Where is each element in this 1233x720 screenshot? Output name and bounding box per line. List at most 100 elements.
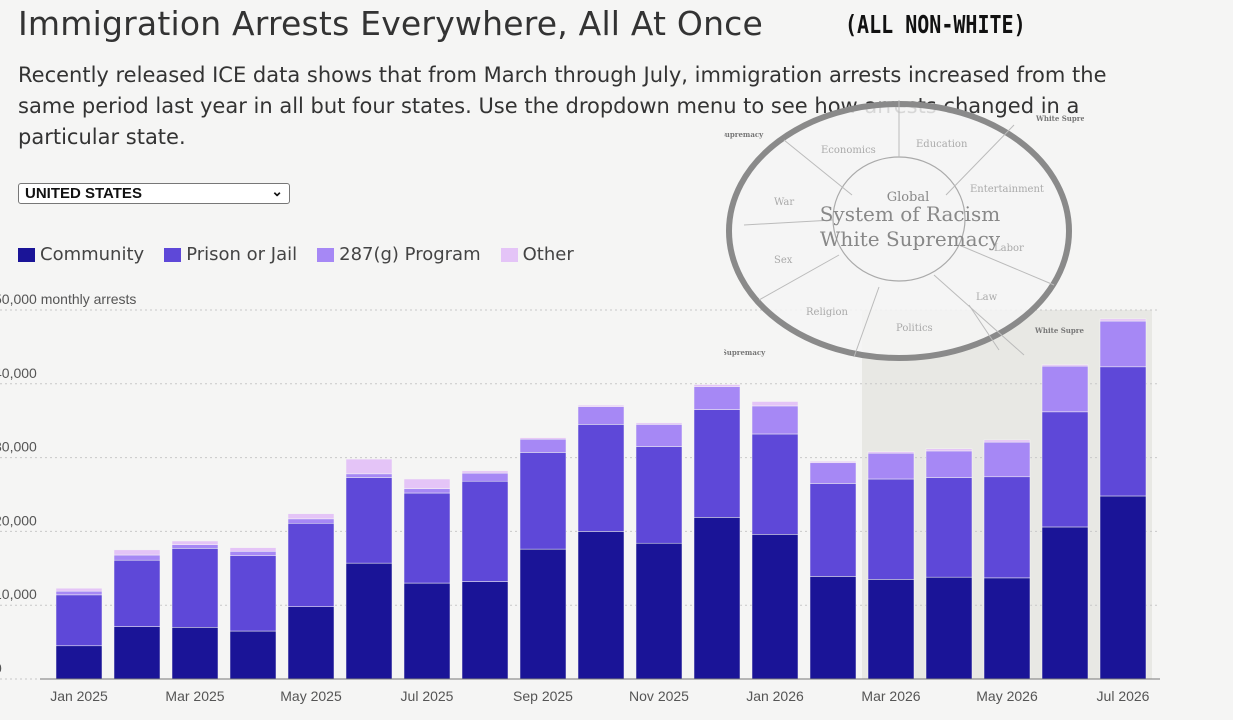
bar-segment	[519, 548, 567, 680]
bar-segment	[229, 547, 277, 552]
bar-segment	[983, 441, 1031, 478]
bar-segment	[1041, 411, 1089, 528]
bar-segment	[1041, 526, 1089, 680]
x-tick-label: Mar 2025	[165, 688, 224, 704]
outer-label-4: White Supremacy	[724, 348, 766, 357]
bar-segment	[229, 555, 277, 632]
state-dropdown[interactable]: UNITED STATES ⌄	[18, 183, 290, 204]
spoke-label-religion: Religion	[806, 307, 848, 318]
spoke-label-entertainment: Entertainment	[970, 184, 1044, 195]
legend-label-other: Other	[522, 244, 574, 265]
bar-segment	[867, 452, 915, 480]
diagram-spokes	[743, 100, 1055, 358]
bar-segment	[229, 630, 277, 680]
x-tick-label: May 2026	[976, 688, 1038, 704]
bar-segment	[809, 461, 857, 464]
dropdown-selected-value: UNITED STATES	[25, 185, 142, 202]
legend-item-prison: Prison or Jail	[164, 244, 297, 265]
outer-label-3: White Supremacy	[1034, 326, 1084, 335]
bar-segment	[519, 437, 567, 440]
bar-segment	[113, 559, 161, 627]
bar-segment	[693, 517, 741, 680]
x-tick-label: Sep 2025	[513, 688, 573, 704]
bar-segment	[1099, 495, 1147, 680]
spoke-label-politics: Politics	[896, 323, 933, 334]
bar-segment	[925, 448, 973, 452]
bar-segment	[519, 452, 567, 550]
bar-segment	[577, 531, 625, 680]
bar-segment	[983, 476, 1031, 579]
bar-segment	[171, 540, 219, 545]
bar-segment	[55, 587, 103, 592]
diagram-center-line1: System of Racism	[820, 202, 1001, 226]
bar-segment	[925, 576, 973, 680]
legend-label-community: Community	[40, 244, 145, 265]
y-tick-label: 0	[0, 660, 2, 676]
bar-segment	[751, 405, 799, 435]
legend-item-287g: 287(g) Program	[317, 244, 481, 265]
spoke-label-law: Law	[976, 292, 998, 303]
bar-segment	[809, 483, 857, 577]
legend-swatch-other	[500, 247, 518, 262]
legend-label-287g: 287(g) Program	[339, 244, 481, 265]
bar-segment	[113, 626, 161, 680]
bar-segment	[461, 472, 509, 482]
diagram-center-line2: White Supremacy	[820, 227, 1001, 251]
bar-segment	[983, 577, 1031, 680]
bar-segment	[113, 549, 161, 556]
bar-segment	[171, 548, 219, 628]
bar-segment	[867, 478, 915, 580]
bar-segment	[693, 409, 741, 518]
white-supremacy-diagram-overlay: Global System of Racism White Supremacy …	[724, 100, 1084, 361]
bar-segment	[751, 534, 799, 680]
bar-segment	[345, 562, 393, 680]
y-tick-label: 20,000	[0, 512, 37, 528]
chart-legend: Community Prison or Jail 287(g) Program …	[18, 244, 574, 265]
x-tick-label: Jul 2026	[1097, 688, 1150, 704]
legend-swatch-287g	[317, 247, 335, 262]
bar-segment	[1041, 364, 1089, 367]
y-tick-label: 50,000 monthly arrests	[0, 291, 136, 307]
y-tick-label: 40,000	[0, 365, 37, 381]
bar-segment	[983, 439, 1031, 443]
bar-segment	[925, 477, 973, 578]
bar-segment	[345, 473, 393, 478]
spoke-label-war: War	[774, 197, 794, 208]
handwritten-annotation: (ALL NON-WHITE)	[845, 10, 1026, 39]
bar-segment	[1099, 318, 1147, 322]
bar-segment	[461, 480, 509, 582]
bar-segment	[577, 404, 625, 407]
spoke-label-economics: Economics	[821, 145, 876, 156]
bar-segment	[867, 451, 915, 454]
bar-segment	[809, 576, 857, 680]
bar-segment	[171, 544, 219, 549]
outer-label-2: White Supremacy	[1035, 114, 1084, 123]
bar-segment	[1099, 366, 1147, 497]
bar-segment	[635, 422, 683, 425]
bar-segment	[171, 627, 219, 680]
legend-label-prison: Prison or Jail	[186, 244, 298, 265]
bar-segment	[403, 492, 451, 584]
bar-segment	[635, 424, 683, 447]
x-tick-label: Jul 2025	[401, 688, 454, 704]
bar-segment	[461, 581, 509, 680]
bar-segment	[403, 582, 451, 680]
x-tick-label: Jan 2025	[50, 688, 108, 704]
bar-segment	[55, 645, 103, 680]
diagram-center-top: Global	[887, 190, 930, 205]
x-tick-label: Jan 2026	[746, 688, 804, 704]
bar-segment	[809, 462, 857, 484]
bar-segment	[345, 477, 393, 564]
bar-segment	[693, 384, 741, 388]
bar-segment	[519, 438, 567, 453]
x-tick-label: Mar 2026	[861, 688, 920, 704]
bar-segment	[229, 551, 277, 557]
x-tick-label: May 2025	[280, 688, 342, 704]
legend-item-community: Community	[18, 244, 144, 265]
bar-segment	[461, 470, 509, 474]
spoke-label-labor: Labor	[994, 243, 1024, 254]
bar-segment	[55, 590, 103, 596]
bar-segment	[693, 386, 741, 410]
bar-segment	[113, 554, 161, 561]
bar-segment	[577, 424, 625, 532]
